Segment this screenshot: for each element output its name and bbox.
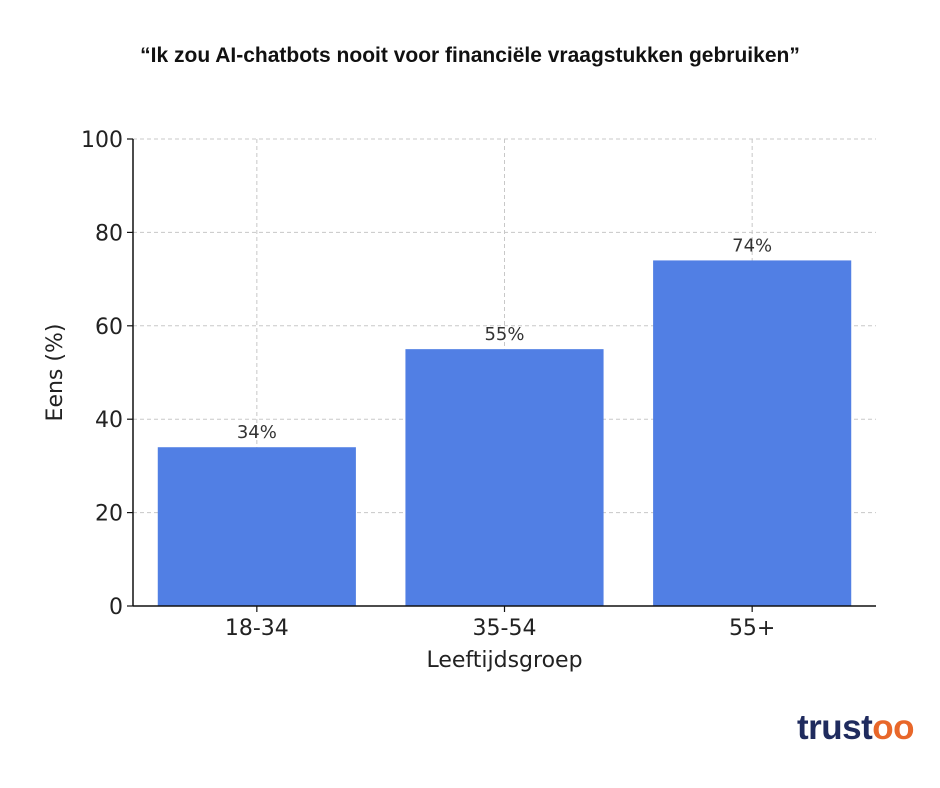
data-label: 55%	[484, 324, 524, 345]
y-tick-label: 0	[109, 595, 123, 620]
x-axis-label: Leeftijdsgroep	[426, 648, 582, 673]
logo-text: trust	[797, 708, 873, 747]
axes	[127, 138, 876, 612]
y-tick-label: 60	[95, 315, 123, 340]
x-tick-label: 55+	[729, 616, 775, 641]
y-tick-label: 40	[95, 408, 123, 433]
trustoo-logo: trustoo	[797, 708, 915, 748]
y-tick-label: 100	[81, 128, 123, 153]
chart-title: “Ik zou AI-chatbots nooit voor financiël…	[140, 44, 800, 67]
x-tick-label: 35-54	[473, 616, 537, 641]
logo-accent: oo	[872, 708, 915, 747]
bars	[157, 260, 852, 606]
x-tick-label: 18-34	[225, 616, 289, 641]
y-axis-label: Eens (%)	[43, 324, 68, 422]
data-label: 74%	[732, 235, 772, 256]
y-tick-label: 20	[95, 502, 123, 527]
bar-55+	[653, 260, 852, 606]
labels: 34% 55% 74% 0 20 40 60 80 100 18-34 35-54 55+ Leefti…	[43, 128, 775, 673]
data-label: 34%	[237, 422, 277, 443]
bar-35-54	[405, 349, 604, 606]
bar-18-34	[157, 447, 356, 606]
y-tick-label: 80	[95, 221, 123, 246]
